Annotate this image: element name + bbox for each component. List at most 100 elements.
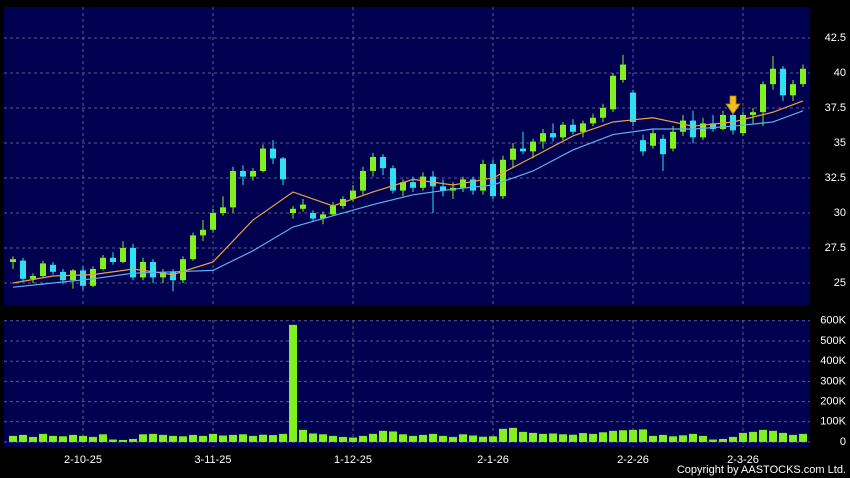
volume-bar [779,432,787,442]
volume-bar [649,435,657,442]
volume-bar [149,433,157,442]
y-tick-label: 600K [820,315,846,327]
candle-body [20,260,26,279]
candle-body [110,257,116,263]
candle-body [80,270,86,286]
volume-bar [339,436,347,442]
volume-bar [139,434,147,442]
candle-body [500,159,506,197]
candle-body [800,68,806,85]
candle-body [640,140,646,152]
candle-body [620,64,626,80]
volume-bar [769,430,777,442]
volume-bar [659,434,667,442]
candle-body [610,75,616,110]
volume-bar [399,434,407,442]
candle-body [130,248,136,278]
volume-bar [29,436,37,442]
candle-body [220,207,226,213]
volume-bar [99,434,107,442]
volume-bar [219,435,227,442]
candle-body [150,262,156,278]
volume-bar [599,432,607,442]
volume-bar [259,434,267,442]
volume-bar [569,434,577,442]
y-tick-label: 300K [820,375,846,387]
volume-bar [409,435,417,442]
candle-body [520,148,526,152]
volume-panel [4,320,810,447]
volume-bar [589,433,597,442]
candle-body [180,259,186,281]
volume-bar [179,436,187,442]
candle-body [290,208,296,213]
volume-bar [349,437,357,442]
candle-body [50,264,56,272]
y-tick-label: 35 [834,137,846,149]
candle-body [580,123,586,132]
volume-bar [379,430,387,442]
volume-bar [469,435,477,442]
candle-body [400,182,406,191]
y-tick-label: 0 [840,436,846,448]
volume-bar [39,433,47,442]
candle-body [40,263,46,277]
candle-body [370,156,376,171]
volume-bar [89,436,97,442]
volume-bar [499,428,507,442]
volume-bar [309,433,317,442]
candle-body [420,176,426,188]
candle-body [490,163,496,197]
volume-bar [159,434,167,442]
volume-bar [549,433,557,442]
volume-bar [539,433,547,442]
volume-bar [389,431,397,442]
volume-bar [579,433,587,442]
signal-arrow [725,95,741,115]
volume-bar [459,434,467,442]
candle-body [240,170,246,177]
volume-bar [119,439,127,442]
volume-bar [719,438,727,442]
volume-bar [199,435,207,442]
volume-bar [789,434,797,442]
candle-body [740,114,746,134]
volume-bar [269,435,277,442]
y-tick-label: 400K [820,355,846,367]
candle-body [570,124,576,132]
volume-bar [209,433,217,442]
candle-body [260,148,266,171]
candle-body [560,124,566,138]
volume-bar [169,435,177,442]
candle-body [550,133,556,138]
candle-body [360,170,366,191]
x-tick-label: 2-1-26 [477,454,509,466]
volume-bar [689,433,697,442]
candle-body [700,123,706,138]
volume-bar [369,433,377,442]
candle-body [780,68,786,96]
candle-body [100,257,106,270]
volume-bar [69,434,77,442]
volume-bar [799,433,807,442]
candle-body [540,133,546,142]
volume-bar [319,434,327,442]
x-tick-label: 2-10-25 [64,454,102,466]
candle-body [200,229,206,236]
candle-body [710,123,716,129]
volume-bar [19,434,27,442]
candle-body [280,158,286,180]
candle-body [510,148,516,160]
volume-bar [739,432,747,442]
candle-body [760,84,766,113]
volume-bar [479,436,487,442]
y-tick-label: 500K [820,335,846,347]
volume-bar [439,435,447,442]
volume-bar [669,436,677,442]
candle-body [770,68,776,85]
candle-body [480,163,486,191]
candle-body [530,141,536,152]
volume-bar [489,436,497,442]
x-tick-label: 2-2-26 [617,454,649,466]
candle-body [10,259,16,263]
